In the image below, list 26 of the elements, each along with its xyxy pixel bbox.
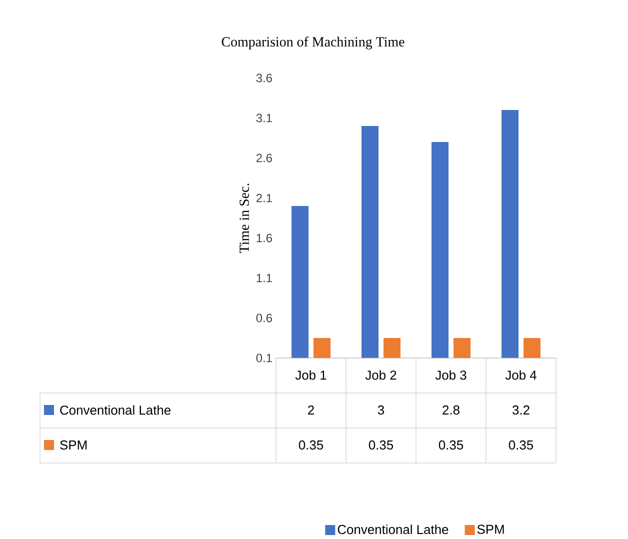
data-label: 3.2 [512,405,530,414]
x-tick-label: Job 4 [505,370,536,380]
x-tick-label: Job 3 [435,370,466,380]
data-label: 0.35 [508,440,534,450]
legend-label: SPM [477,524,504,534]
data-label: 2 [308,405,314,414]
data-label: 0.35 [368,440,394,450]
data-label: 2.8 [442,405,460,414]
y-tick-label: 0.1 [256,354,272,362]
legend-label: Conventional Lathe [60,405,171,415]
y-tick-label: 1.6 [256,234,272,242]
y-tick-label: 3.6 [256,74,272,82]
y-tick-label: 2.1 [256,194,272,202]
text: SPM [60,440,87,450]
data-label: 0.35 [298,440,324,450]
y-tick-label: 0.6 [256,314,272,322]
text: Conventional Lathe [338,524,448,534]
data-label: 0.35 [438,440,464,450]
y-axis-title: Time in Sec. [240,184,250,253]
y-tick-label: 3.1 [256,114,272,122]
chart-title: Comparision of Machining Time [222,36,404,50]
y-tick-label: 2.6 [256,154,272,162]
y-tick-label: 1.1 [256,274,272,282]
x-tick-label: Job 1 [295,370,326,380]
x-tick-label: Job 2 [365,370,396,380]
data-label: 3 [378,405,384,414]
